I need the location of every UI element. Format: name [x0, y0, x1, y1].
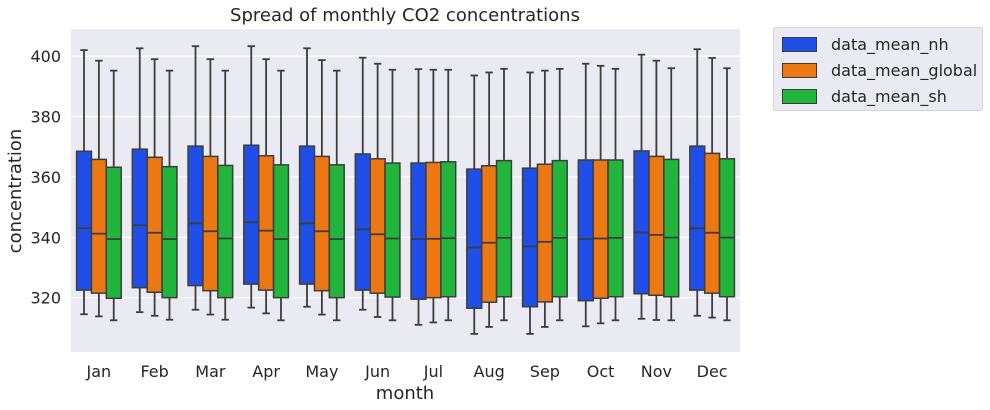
legend-swatch-sh: [782, 88, 817, 104]
box-body: [202, 155, 219, 292]
box-body: [689, 145, 706, 291]
x-tick-label: Nov: [641, 362, 672, 381]
box-data_mean_sh-Nov: [663, 67, 680, 322]
box-body: [521, 167, 539, 308]
x-tick-label: Jul: [423, 362, 443, 381]
box-body: [536, 163, 554, 303]
x-tick-label: Dec: [697, 362, 728, 381]
box-body: [633, 150, 650, 295]
box-data_mean_global-Apr: [257, 58, 275, 315]
box-body: [384, 162, 401, 298]
x-tick-label: Sep: [530, 362, 560, 381]
box-body: [718, 158, 736, 298]
box-body: [328, 164, 345, 299]
legend-label-global: data_mean_global: [831, 60, 978, 80]
x-tick-label: Jun: [364, 362, 390, 381]
box-data_mean_nh-Feb: [131, 47, 148, 314]
boxes: [75, 45, 736, 335]
box-data_mean_sh-Apr: [272, 69, 290, 322]
box-body: [703, 152, 721, 294]
box-data_mean_global-Dec: [703, 57, 721, 319]
x-tick-labels: Jan Feb Mar Apr May Jun Jul Aug Sep Oct Nov Dec: [86, 362, 728, 381]
box-data_mean_global-May: [313, 59, 331, 316]
y-tick-labels: 320 340 360 380 400: [30, 47, 61, 307]
box-data_mean_global-Jan: [90, 59, 108, 318]
box-body: [480, 164, 498, 303]
box-body: [146, 156, 163, 293]
chart-title: Spread of monthly CO2 concentrations: [230, 5, 580, 26]
box-data_mean_global-Oct: [592, 64, 609, 325]
legend-item-nh: data_mean_nh: [782, 34, 949, 54]
box-body: [131, 148, 148, 289]
x-tick-label: Aug: [474, 362, 505, 381]
box-body: [217, 164, 234, 299]
box-data_mean_sh-Sep: [551, 67, 568, 322]
box-data_mean_sh-Aug: [495, 67, 513, 322]
y-tick-label: 380: [30, 108, 61, 127]
box-body: [551, 159, 568, 298]
box-data_mean_sh-Jun: [384, 68, 401, 322]
box-data_mean_global-Jul: [425, 68, 442, 324]
gridlines: [71, 55, 740, 299]
box-data_mean_sh-Jul: [440, 68, 457, 322]
box-data_mean_sh-Mar: [217, 69, 234, 321]
y-tick-label: 320: [30, 289, 61, 308]
box-data_mean_sh-Feb: [161, 69, 178, 321]
box-body: [313, 155, 331, 292]
y-axis-label: concentration: [5, 129, 26, 254]
legend-swatch-nh: [782, 36, 817, 52]
box-body: [354, 153, 371, 291]
box-body: [466, 168, 483, 309]
legend: data_mean_nh data_mean_global data_mean_…: [773, 27, 983, 111]
box-body: [592, 159, 609, 300]
box-data_mean_nh-Jun: [354, 56, 371, 311]
box-data_mean_global-Nov: [648, 59, 665, 321]
box-body: [410, 162, 427, 300]
box-body: [577, 159, 594, 302]
box-data_mean_sh-May: [328, 69, 345, 322]
x-tick-label: Feb: [140, 362, 168, 381]
box-body: [663, 158, 680, 298]
x-tick-label: May: [305, 362, 338, 381]
legend-item-global: data_mean_global: [782, 60, 977, 80]
legend-swatch-global: [782, 62, 817, 78]
box-body: [75, 150, 93, 291]
box-body: [298, 145, 316, 285]
box-data_mean_sh-Oct: [607, 67, 624, 322]
box-body: [440, 161, 457, 298]
y-tick-label: 360: [30, 168, 61, 187]
box-body: [243, 144, 260, 285]
box-body: [369, 158, 386, 294]
box-body: [90, 158, 108, 294]
legend-item-sh: data_mean_sh: [782, 86, 947, 106]
x-tick-label: Oct: [587, 362, 615, 381]
box-body: [187, 145, 204, 287]
box-body: [425, 161, 442, 299]
box-data_mean_nh-May: [298, 47, 316, 308]
x-axis-label: month: [376, 383, 434, 404]
box-body: [257, 155, 275, 291]
box-data_mean_nh-Dec: [689, 48, 706, 317]
box-data_mean_global-Feb: [146, 58, 163, 317]
box-body: [105, 166, 122, 300]
box-data_mean_nh-Apr: [243, 45, 260, 309]
y-tick-label: 340: [30, 228, 61, 247]
box-data_mean_nh-Mar: [187, 45, 204, 311]
box-data_mean_nh-Jan: [75, 49, 93, 316]
box-body: [495, 159, 513, 298]
x-tick-label: Mar: [195, 362, 226, 381]
box-data_mean_sh-Jan: [105, 69, 122, 322]
box-body: [272, 164, 290, 299]
legend-label-sh: data_mean_sh: [831, 86, 947, 106]
box-body: [607, 159, 624, 298]
box-body: [161, 165, 178, 299]
x-tick-label: Jan: [86, 362, 112, 381]
x-tick-label: Apr: [252, 362, 280, 381]
legend-label-nh: data_mean_nh: [831, 34, 949, 54]
y-tick-label: 400: [30, 47, 61, 66]
box-body: [648, 155, 665, 296]
box-data_mean_sh-Dec: [718, 67, 736, 322]
